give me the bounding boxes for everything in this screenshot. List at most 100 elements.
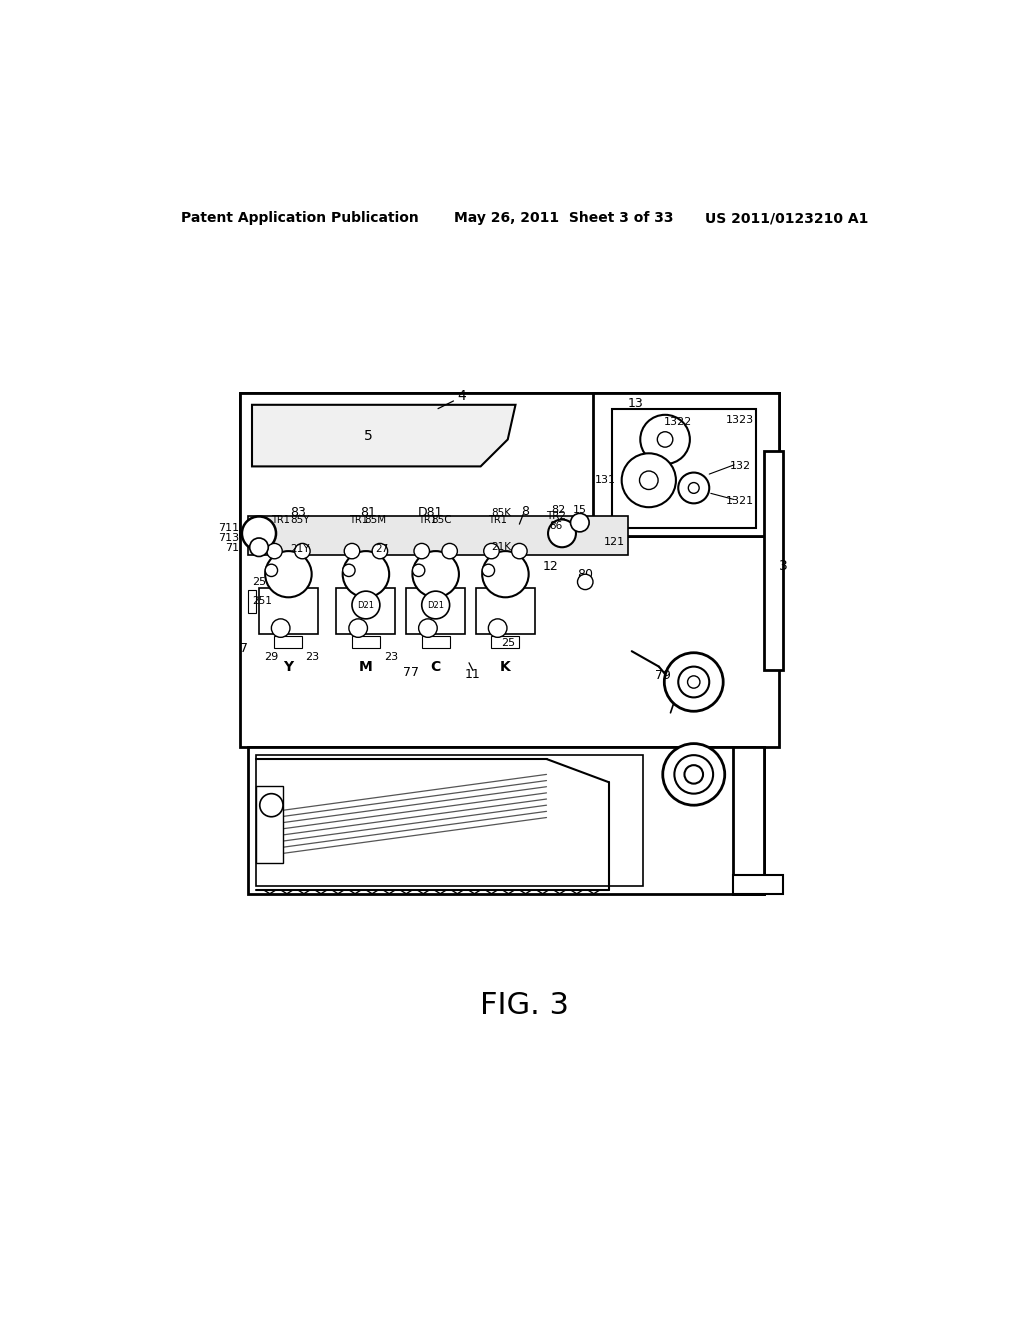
Text: 7: 7 — [240, 643, 248, 656]
Circle shape — [488, 619, 507, 638]
Text: 23: 23 — [384, 652, 398, 663]
Circle shape — [422, 591, 450, 619]
Circle shape — [675, 755, 713, 793]
Text: TR1: TR1 — [349, 515, 368, 525]
Text: 12: 12 — [543, 560, 558, 573]
Circle shape — [260, 793, 283, 817]
Circle shape — [343, 552, 389, 597]
Text: 132: 132 — [730, 462, 751, 471]
Text: D21: D21 — [427, 601, 444, 610]
Circle shape — [665, 653, 723, 711]
Circle shape — [483, 544, 500, 558]
Circle shape — [414, 544, 429, 558]
Circle shape — [663, 743, 725, 805]
Circle shape — [640, 471, 658, 490]
Text: 85K: 85K — [492, 508, 512, 519]
Circle shape — [482, 552, 528, 597]
Text: May 26, 2011  Sheet 3 of 33: May 26, 2011 Sheet 3 of 33 — [454, 211, 673, 226]
Text: 25: 25 — [501, 639, 515, 648]
Text: 27: 27 — [375, 544, 388, 554]
Text: 8: 8 — [521, 504, 528, 517]
Circle shape — [512, 544, 527, 558]
Text: Patent Application Publication: Patent Application Publication — [180, 211, 419, 226]
Text: M: M — [359, 660, 373, 673]
Text: 4: 4 — [457, 388, 466, 403]
Circle shape — [622, 453, 676, 507]
Circle shape — [344, 544, 359, 558]
Text: 80: 80 — [578, 568, 593, 581]
Text: 83: 83 — [291, 506, 306, 519]
Circle shape — [482, 564, 495, 577]
Text: 29: 29 — [264, 652, 279, 663]
Bar — [492, 636, 519, 648]
Circle shape — [678, 667, 710, 697]
Text: D81: D81 — [418, 506, 443, 519]
Text: 15: 15 — [572, 506, 587, 515]
Circle shape — [413, 564, 425, 577]
Circle shape — [265, 564, 278, 577]
Text: TR2: TR2 — [546, 511, 566, 520]
Text: 713: 713 — [218, 533, 239, 543]
Bar — [732, 875, 783, 894]
Text: 5: 5 — [364, 429, 373, 442]
Circle shape — [349, 619, 368, 638]
Circle shape — [548, 520, 575, 548]
Circle shape — [640, 414, 690, 465]
Text: 85C: 85C — [431, 515, 453, 525]
Bar — [248, 516, 628, 554]
Text: US 2011/0123210 A1: US 2011/0123210 A1 — [705, 211, 868, 226]
Text: 85M: 85M — [365, 515, 386, 525]
Circle shape — [352, 591, 380, 619]
Circle shape — [657, 432, 673, 447]
Text: 21K: 21K — [492, 543, 512, 552]
Text: 79: 79 — [654, 669, 671, 682]
Circle shape — [271, 619, 290, 638]
Text: 81: 81 — [360, 506, 376, 519]
Text: 21Y: 21Y — [290, 544, 310, 554]
Circle shape — [687, 676, 700, 688]
Circle shape — [419, 619, 437, 638]
Text: TR1: TR1 — [271, 515, 290, 525]
Text: FIG. 3: FIG. 3 — [480, 991, 569, 1020]
Bar — [337, 589, 395, 635]
Circle shape — [688, 483, 699, 494]
Circle shape — [250, 539, 268, 557]
Circle shape — [295, 544, 310, 558]
Bar — [274, 636, 302, 648]
Circle shape — [684, 766, 703, 784]
Circle shape — [343, 564, 355, 577]
Text: 82: 82 — [551, 504, 565, 515]
Text: 77: 77 — [402, 667, 419, 680]
Bar — [241, 393, 779, 536]
Text: 1323: 1323 — [726, 416, 755, 425]
Text: 131: 131 — [595, 475, 616, 486]
Text: Y: Y — [284, 660, 294, 673]
Text: 23: 23 — [305, 652, 319, 663]
Circle shape — [413, 552, 459, 597]
Text: C: C — [430, 660, 440, 673]
Bar — [248, 747, 764, 894]
Bar — [256, 755, 643, 886]
Text: 121: 121 — [604, 537, 626, 546]
Bar — [256, 785, 283, 863]
Bar — [248, 590, 256, 612]
Circle shape — [266, 544, 283, 558]
Circle shape — [678, 473, 710, 503]
Text: D21: D21 — [357, 601, 375, 610]
Circle shape — [242, 516, 276, 550]
Circle shape — [265, 552, 311, 597]
Circle shape — [570, 513, 589, 532]
Text: 1322: 1322 — [665, 417, 692, 426]
Bar — [352, 636, 380, 648]
Text: 1321: 1321 — [726, 496, 755, 506]
Bar — [476, 589, 535, 635]
Bar — [593, 393, 779, 536]
Bar — [764, 451, 783, 671]
Text: TR1: TR1 — [488, 515, 507, 525]
Text: TR1: TR1 — [419, 515, 437, 525]
Bar — [241, 393, 779, 747]
Bar — [612, 409, 756, 528]
Circle shape — [372, 544, 388, 558]
Bar — [259, 589, 317, 635]
Polygon shape — [252, 405, 515, 466]
